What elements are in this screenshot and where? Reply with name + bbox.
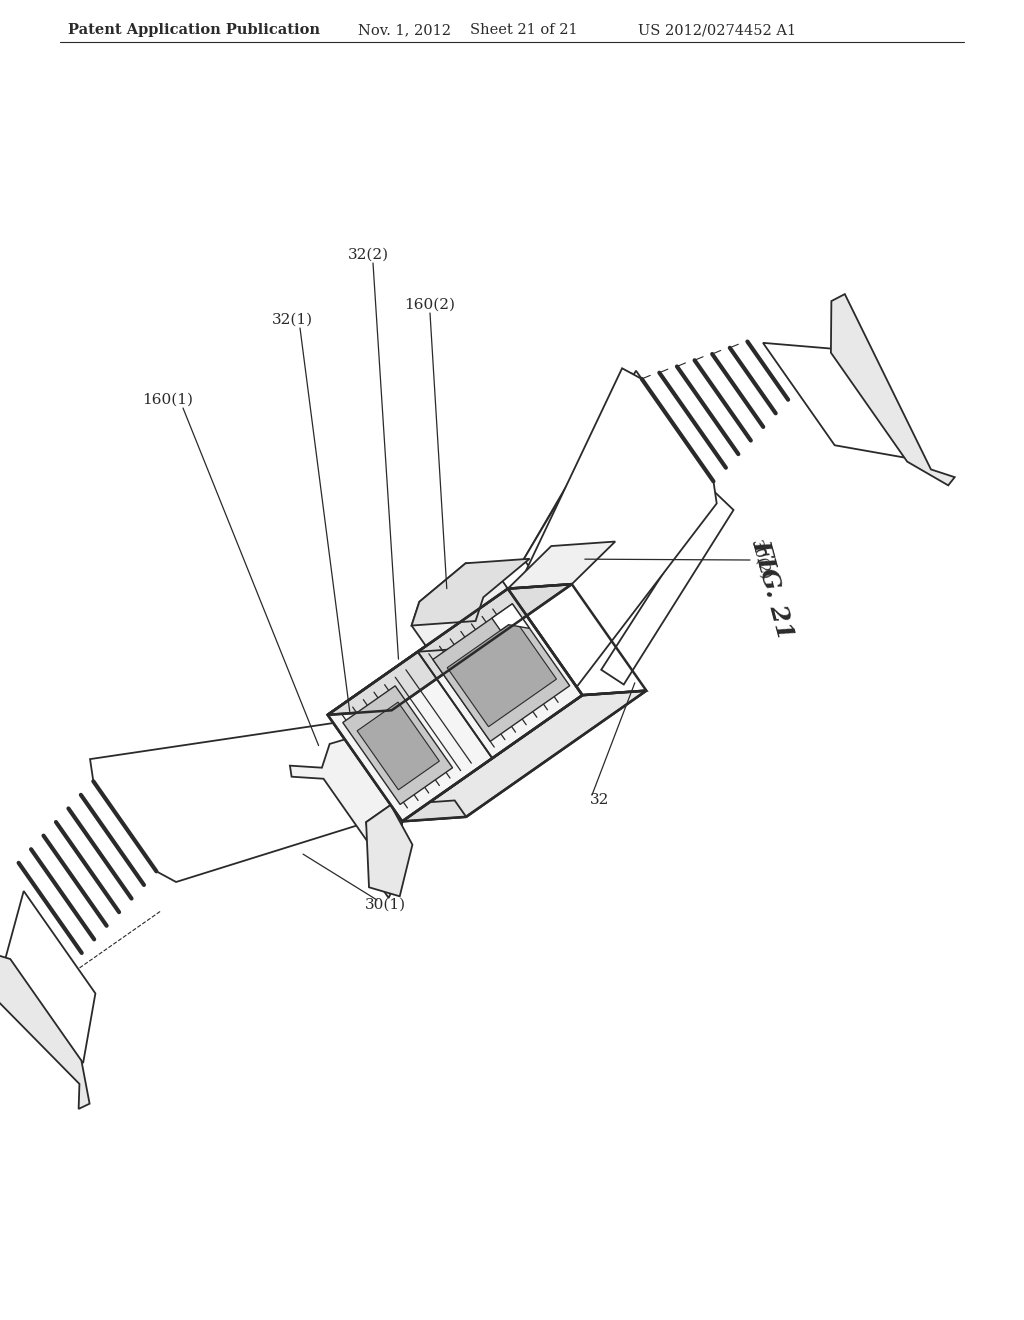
Text: 160(2): 160(2) (404, 298, 456, 312)
Text: US 2012/0274452 A1: US 2012/0274452 A1 (638, 22, 796, 37)
Polygon shape (290, 739, 391, 845)
Polygon shape (447, 620, 556, 727)
Polygon shape (90, 723, 396, 882)
Polygon shape (367, 805, 413, 896)
Polygon shape (391, 800, 466, 821)
Polygon shape (433, 603, 569, 742)
Polygon shape (0, 945, 89, 1109)
Polygon shape (402, 690, 646, 821)
Text: FIG. 21: FIG. 21 (748, 537, 798, 643)
Polygon shape (328, 585, 571, 715)
Text: 32(1): 32(1) (271, 313, 312, 327)
Polygon shape (3, 891, 95, 1063)
Polygon shape (412, 564, 508, 645)
Polygon shape (763, 343, 904, 458)
Polygon shape (601, 492, 733, 685)
Text: 32(2): 32(2) (347, 248, 388, 261)
Polygon shape (343, 686, 453, 804)
Text: 160(1): 160(1) (142, 393, 194, 407)
Text: 30(2): 30(2) (748, 539, 772, 582)
Polygon shape (524, 374, 650, 574)
Polygon shape (492, 603, 529, 631)
Text: 30(1): 30(1) (365, 898, 406, 912)
Text: Sheet 21 of 21: Sheet 21 of 21 (470, 22, 578, 37)
Polygon shape (524, 371, 650, 579)
Polygon shape (328, 589, 583, 821)
Polygon shape (514, 368, 717, 686)
Polygon shape (412, 558, 529, 626)
Polygon shape (367, 805, 402, 898)
Polygon shape (357, 702, 439, 789)
Text: Patent Application Publication: Patent Application Publication (68, 22, 319, 37)
Text: 32: 32 (590, 793, 609, 807)
Polygon shape (830, 294, 954, 486)
Text: Nov. 1, 2012: Nov. 1, 2012 (358, 22, 451, 37)
Polygon shape (508, 541, 615, 589)
